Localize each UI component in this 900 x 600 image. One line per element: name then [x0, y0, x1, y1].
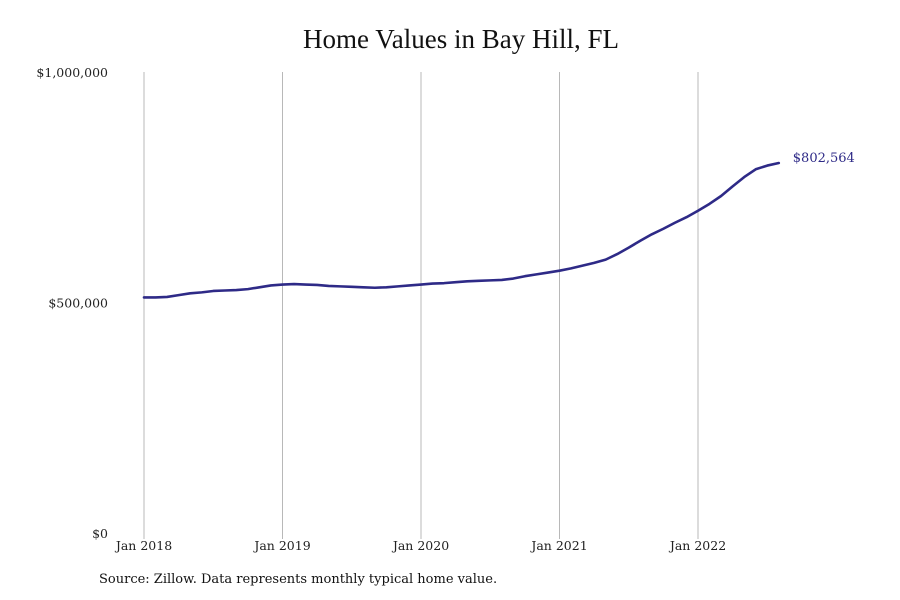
series-line: [142, 161, 781, 299]
x-tick-label: Jan 2020: [391, 538, 449, 553]
y-tick-label: $0: [92, 526, 108, 541]
end-value-label: $802,564: [793, 151, 855, 166]
y-tick-label: $500,000: [48, 296, 108, 311]
x-tick-label: Jan 2021: [529, 538, 587, 553]
x-tick-label: Jan 2019: [252, 538, 310, 553]
y-tick-label: $1,000,000: [36, 65, 108, 80]
y-axis: $0 $500,000 $1,000,000: [36, 65, 108, 541]
grid-lines: [143, 72, 699, 539]
x-tick-label: Jan 2018: [114, 538, 172, 553]
chart-title: Home Values in Bay Hill, FL: [303, 24, 619, 54]
source-note: Source: Zillow. Data represents monthly …: [99, 572, 498, 587]
x-tick-label: Jan 2022: [668, 538, 726, 553]
x-axis: Jan 2018 Jan 2019 Jan 2020 Jan 2021 Jan 2022: [114, 538, 726, 553]
series-layer: $802,564: [142, 151, 855, 299]
